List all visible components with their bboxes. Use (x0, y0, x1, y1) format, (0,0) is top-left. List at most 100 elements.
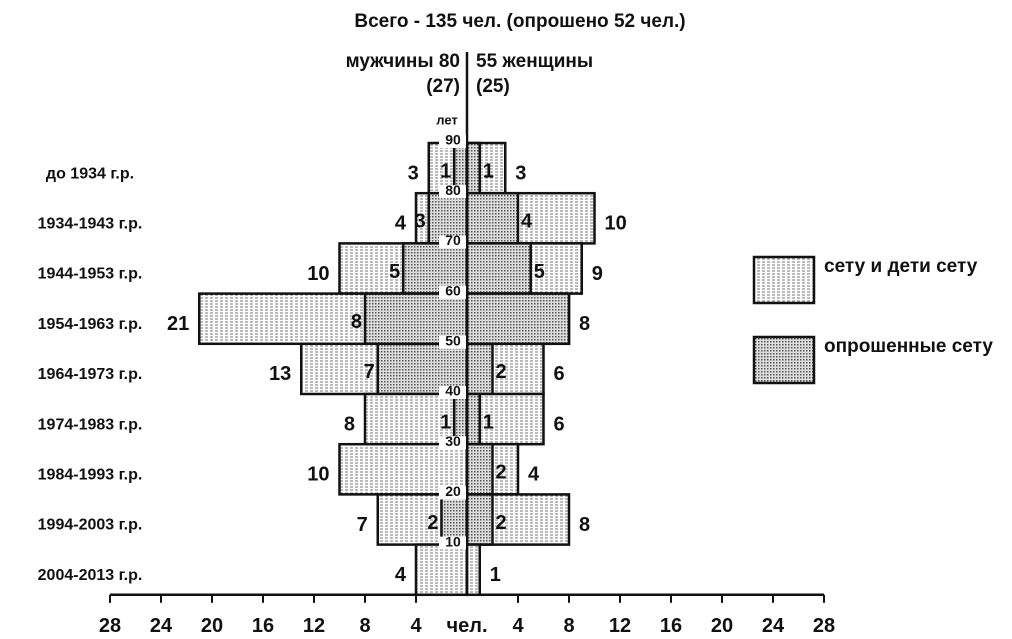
x-tick-label: 12 (609, 615, 631, 637)
age-tick-bg (439, 185, 466, 199)
right-title: 55 женщины (476, 51, 593, 72)
x-tick-label: 28 (813, 615, 835, 637)
age-title: лет (436, 112, 458, 127)
x-tick-label: 4 (512, 615, 524, 637)
age-tick-label: 40 (445, 383, 461, 399)
total-label: 4 (395, 213, 407, 235)
total-label: 10 (307, 263, 329, 285)
surveyed-bar (440, 493, 469, 546)
x-tick-label: 4 (410, 615, 422, 637)
x-tick-label: 24 (150, 615, 173, 637)
surveyed-label: 1 (440, 160, 451, 182)
surveyed-label: 5 (534, 261, 545, 283)
total-label: 4 (528, 464, 540, 486)
total-label: 13 (269, 363, 291, 385)
category-label: 1964-1973 г.р. (38, 366, 143, 383)
category-label: 1974-1983 г.р. (38, 416, 143, 433)
legend-label: опрошенные сету (824, 336, 993, 357)
total-label: 8 (579, 313, 590, 335)
chart-title: Всего - 135 чел. (опрошено 52 чел.) (354, 11, 685, 32)
total-label: 3 (408, 162, 419, 184)
legend-swatch (752, 335, 816, 385)
x-tick-label: 12 (303, 615, 325, 637)
age-tick-bg (439, 536, 466, 550)
total-label: 6 (554, 363, 565, 385)
legend-item: сету и дети сету (752, 255, 1004, 305)
age-tick-bg (439, 235, 466, 249)
age-tick-bg (439, 335, 466, 349)
age-tick-bg (439, 386, 466, 399)
age-tick-bg (439, 135, 466, 148)
surveyed-bar (427, 191, 469, 245)
age-tick-label: 20 (445, 483, 461, 499)
total-label: 21 (167, 313, 189, 335)
category-label: до 1934 г.р. (46, 165, 134, 182)
x-tick-label: 20 (201, 615, 223, 637)
age-tick-label: 70 (445, 232, 461, 248)
total-label: 7 (357, 514, 368, 536)
category-label: 1944-1953 г.р. (38, 266, 143, 283)
x-tick-label: 24 (762, 615, 785, 637)
surveyed-label: 2 (496, 462, 507, 484)
surveyed-label: 2 (427, 512, 438, 534)
surveyed-bar (465, 191, 520, 245)
category-label: 1984-1993 г.р. (38, 467, 143, 484)
age-tick-label: 30 (445, 433, 461, 449)
surveyed-label: 7 (364, 361, 375, 383)
total-bar (414, 543, 469, 597)
legend-swatch-rect (752, 335, 816, 385)
surveyed-label: 3 (415, 211, 426, 233)
surveyed-bar (465, 342, 494, 396)
surveyed-bar (465, 141, 481, 195)
total-label: 8 (579, 514, 590, 536)
surveyed-bar (465, 493, 494, 546)
surveyed-bar (465, 292, 571, 346)
left-subtitle: (27) (426, 76, 460, 97)
total-label: 4 (395, 564, 407, 586)
surveyed-bar (465, 242, 532, 295)
total-label: 6 (554, 413, 565, 435)
category-label: 1954-1963 г.р. (38, 316, 143, 333)
total-label: 9 (592, 263, 603, 285)
surveyed-label: 2 (496, 512, 507, 534)
surveyed-bar (465, 392, 481, 446)
total-label: 1 (490, 564, 501, 586)
x-tick-label: 8 (563, 615, 574, 637)
total-label: 10 (605, 213, 627, 235)
age-tick-label: 50 (445, 333, 461, 349)
age-tick-bg (439, 486, 466, 500)
legend-label: сету и дети сету (824, 256, 978, 277)
x-tick-label: 16 (252, 615, 274, 637)
age-tick-label: 10 (445, 533, 461, 549)
x-tick-label: 8 (359, 615, 370, 637)
left-title: мужчины 80 (346, 51, 460, 72)
x-tick-label: 28 (99, 615, 121, 637)
right-subtitle: (25) (476, 76, 510, 97)
surveyed-label: 4 (521, 211, 533, 233)
total-bar (465, 543, 481, 597)
surveyed-label: 1 (483, 411, 494, 433)
legend-swatch (752, 255, 816, 305)
surveyed-label: 1 (483, 160, 494, 182)
legend-swatch-rect (752, 255, 816, 305)
x-tick-label: 20 (711, 615, 733, 637)
total-label: 8 (344, 413, 355, 435)
age-tick-label: 80 (445, 182, 461, 198)
category-label: 2004-2013 г.р. (38, 567, 143, 584)
total-label: 3 (515, 162, 526, 184)
surveyed-label: 1 (440, 411, 451, 433)
surveyed-label: 5 (389, 261, 400, 283)
surveyed-label: 2 (496, 361, 507, 383)
age-tick-label: 90 (445, 132, 461, 148)
x-tick-label: 16 (660, 615, 682, 637)
age-tick-bg (439, 436, 466, 450)
legend-item: опрошенные сету (752, 335, 1004, 385)
surveyed-bar (465, 442, 494, 496)
total-label: 10 (307, 464, 329, 486)
age-tick-bg (439, 285, 466, 299)
surveyed-label: 8 (351, 311, 362, 333)
x-center-label: чел. (447, 615, 488, 637)
category-label: 1994-2003 г.р. (38, 517, 143, 534)
